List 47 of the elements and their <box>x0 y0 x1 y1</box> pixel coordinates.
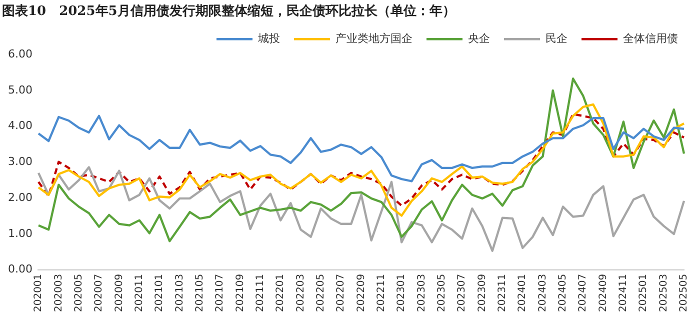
y-tick-label: 5.00 <box>8 83 32 96</box>
y-tick-label: 3.00 <box>8 155 32 168</box>
x-tick-label: 202105 <box>194 274 206 312</box>
x-tick-label: 202503 <box>658 274 670 312</box>
chart-title: 图表10 2025年5月信用债发行期限整体缩短，民企债环比拉长（单位：年） <box>2 3 456 20</box>
x-tick-label: 202101 <box>154 274 166 312</box>
x-tick-label: 202011 <box>134 274 145 312</box>
legend-label: 民企 <box>546 32 568 45</box>
x-tick-label: 202007 <box>94 274 105 312</box>
x-tick-label: 202209 <box>356 274 367 312</box>
y-tick-label: 1.00 <box>8 226 32 240</box>
x-tick-label: 202311 <box>497 274 508 312</box>
legend-label: 城投 <box>257 32 280 45</box>
x-tick-label: 202405 <box>558 274 569 312</box>
x-tick-label: 202211 <box>376 274 388 312</box>
x-tick-label: 202003 <box>53 274 64 312</box>
y-tick-label: 4.00 <box>8 119 32 132</box>
x-tick-label: 202309 <box>476 274 488 312</box>
x-tick-label: 202103 <box>174 274 186 312</box>
x-tick-label: 202009 <box>114 274 125 312</box>
x-tick-label: 202109 <box>234 274 246 312</box>
y-tick-label: 0.00 <box>8 262 32 276</box>
x-tick-label: 202305 <box>436 274 448 312</box>
y-tick-label: 2.00 <box>8 190 32 204</box>
x-tick-label: 202505 <box>678 274 690 312</box>
x-tick-label: 202409 <box>598 274 609 312</box>
x-tick-label: 202107 <box>214 274 226 312</box>
x-tick-label: 202207 <box>336 274 347 312</box>
x-tick-label: 202201 <box>275 274 286 312</box>
x-tick-label: 202303 <box>416 274 428 312</box>
legend-label: 全体信用债 <box>623 32 678 45</box>
x-tick-label: 202203 <box>295 274 306 312</box>
x-tick-label: 202403 <box>537 274 548 312</box>
x-tick-label: 202301 <box>396 274 408 312</box>
legend-label: 央企 <box>468 32 490 45</box>
x-tick-label: 202407 <box>578 274 589 312</box>
line-series <box>37 113 686 207</box>
x-tick-label: 202411 <box>618 274 630 312</box>
x-tick-label: 202401 <box>517 274 528 312</box>
x-tick-label: 202005 <box>73 274 84 312</box>
legend-label: 产业类地方国企 <box>336 32 412 45</box>
x-tick-label: 202001 <box>33 274 44 312</box>
x-tick-label: 202111 <box>254 274 266 312</box>
x-tick-label: 202307 <box>456 274 468 312</box>
x-tick-label: 202205 <box>315 274 326 312</box>
y-tick-label: 6.00 <box>8 47 32 60</box>
x-tick-label: 202501 <box>638 274 650 312</box>
